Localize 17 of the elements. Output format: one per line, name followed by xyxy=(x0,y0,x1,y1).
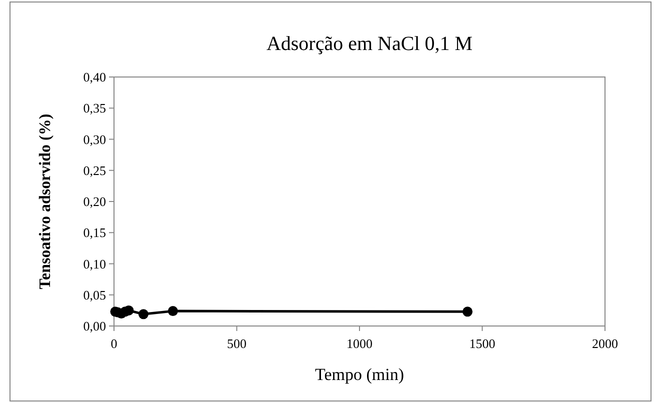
x-tick-label: 500 xyxy=(227,336,246,351)
x-tick-label: 1500 xyxy=(469,336,496,351)
y-tick-label: 0,40 xyxy=(83,70,106,85)
y-tick-label: 0,20 xyxy=(83,194,106,210)
y-tick-label: 0,30 xyxy=(83,132,106,147)
y-tick-label: 0,15 xyxy=(83,225,106,240)
x-tick-label: 0 xyxy=(110,336,118,351)
x-axis-title: Tempo (min) xyxy=(315,365,404,384)
y-tick-label: 0,05 xyxy=(83,287,106,302)
x-tick-label: 2000 xyxy=(592,336,618,351)
x-tick-label: 1000 xyxy=(346,336,372,351)
chart-title: Adsorção em NaCl 0,1 M xyxy=(266,33,473,55)
y-tick-label: 0,00 xyxy=(83,318,106,334)
y-tick-label: 0,10 xyxy=(83,256,106,272)
y-axis-title: Tensoativo adsorvido (%) xyxy=(37,114,54,290)
y-tick-label: 0,35 xyxy=(83,100,106,116)
y-tick-label: 0,25 xyxy=(83,162,106,178)
